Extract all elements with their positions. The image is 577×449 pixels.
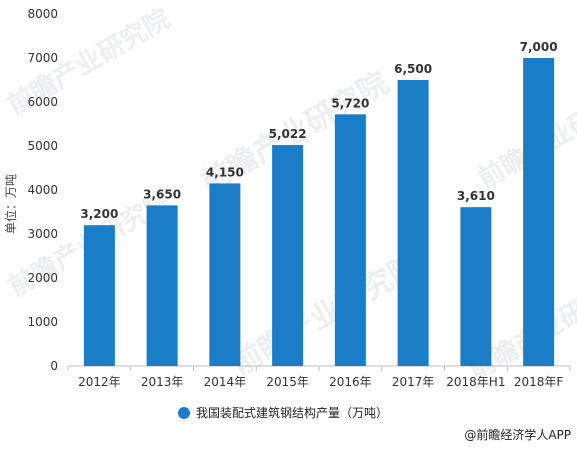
bar (146, 205, 178, 366)
bar (523, 58, 555, 366)
data-label: 3,200 (80, 207, 118, 221)
y-tick-label: 1000 (27, 315, 58, 329)
legend-marker (178, 407, 190, 419)
bar (460, 207, 492, 366)
data-label: 3,610 (457, 189, 495, 203)
bars-group: 3,200 3,650 4,150 5,022 5,720 6,500 3,610 7,000 (80, 40, 558, 366)
data-label: 5,720 (331, 96, 369, 110)
data-label: 3,650 (143, 187, 181, 201)
y-tick-label: 6000 (27, 95, 58, 109)
data-label: 6,500 (394, 62, 432, 76)
x-tick-label: 2012年 (78, 375, 121, 389)
x-tick-label: 2018年H1 (446, 375, 505, 389)
source-text: @前瞻经济学人APP (464, 427, 571, 442)
x-tick-label: 2018年F (514, 375, 564, 389)
y-axis-title: 单位：万吨 (3, 174, 18, 234)
x-tick-label: 2015年 (266, 375, 309, 389)
data-label: 4,150 (206, 165, 244, 179)
y-tick-label: 4000 (27, 183, 58, 197)
legend: 我国装配式建筑钢结构产量（万吨） (178, 405, 388, 420)
y-tick-label: 5000 (27, 139, 58, 153)
y-axis-ticks: 0 1000 2000 3000 4000 5000 6000 7000 8000 (27, 7, 58, 373)
bar (272, 145, 304, 366)
bar (397, 80, 429, 366)
legend-label: 我国装配式建筑钢结构产量（万吨） (196, 405, 388, 420)
x-tick-label: 2014年 (204, 375, 247, 389)
x-tick-label: 2017年 (392, 375, 435, 389)
data-label: 7,000 (520, 40, 558, 54)
y-tick-label: 3000 (27, 227, 58, 241)
data-label: 5,022 (269, 127, 307, 141)
y-tick-label: 7000 (27, 51, 58, 65)
bar (334, 114, 366, 366)
y-tick-label: 8000 (27, 7, 58, 21)
x-tick-label: 2013年 (141, 375, 184, 389)
x-axis-ticks: 2012年 2013年 2014年 2015年 2016年 2017年 2018年H1 201… (67, 366, 571, 389)
watermark: 前瞻产业研究院 (226, 247, 425, 382)
x-tick-label: 2016年 (329, 375, 372, 389)
y-tick-label: 2000 (27, 271, 58, 285)
bar (209, 183, 241, 366)
y-tick-label: 0 (50, 359, 58, 373)
bar (83, 225, 115, 366)
